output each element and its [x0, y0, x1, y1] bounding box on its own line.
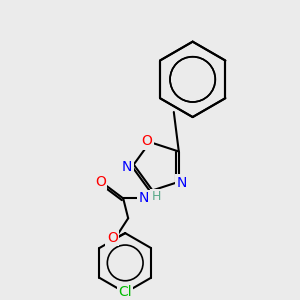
- Text: N: N: [122, 160, 132, 174]
- Text: O: O: [107, 231, 118, 245]
- Text: O: O: [142, 134, 152, 148]
- Text: Cl: Cl: [118, 285, 132, 299]
- Text: N: N: [139, 191, 149, 206]
- Text: H: H: [151, 190, 160, 203]
- Text: O: O: [95, 175, 106, 188]
- Text: N: N: [177, 176, 187, 190]
